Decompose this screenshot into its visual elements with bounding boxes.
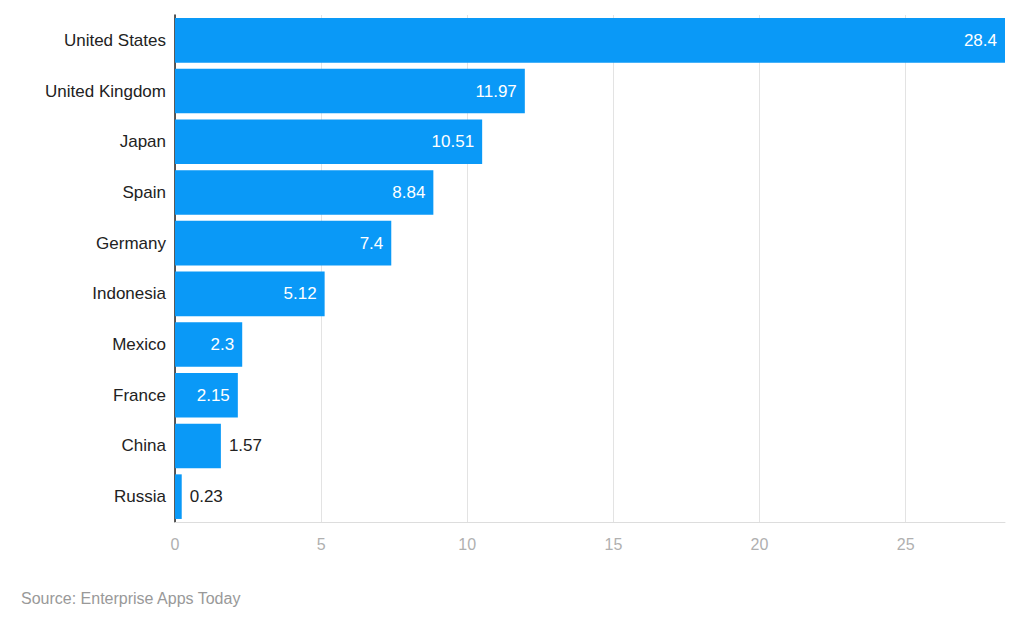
svg-text:5: 5 (317, 536, 326, 553)
svg-text:Germany: Germany (96, 234, 166, 253)
svg-text:United Kingdom: United Kingdom (45, 82, 166, 101)
svg-text:28.4: 28.4 (964, 31, 997, 50)
svg-text:15: 15 (604, 536, 622, 553)
svg-text:France: France (113, 386, 166, 405)
svg-text:5.12: 5.12 (284, 284, 317, 303)
svg-text:Russia: Russia (114, 487, 167, 506)
svg-text:Mexico: Mexico (112, 335, 166, 354)
svg-text:8.84: 8.84 (392, 183, 425, 202)
svg-text:0.23: 0.23 (190, 487, 223, 506)
svg-text:1.57: 1.57 (229, 436, 262, 455)
svg-text:United States: United States (64, 31, 166, 50)
svg-text:7.4: 7.4 (360, 234, 384, 253)
svg-text:10.51: 10.51 (432, 132, 475, 151)
svg-text:Source: Enterprise Apps Today: Source: Enterprise Apps Today (21, 590, 240, 607)
svg-text:Indonesia: Indonesia (92, 284, 166, 303)
svg-text:10: 10 (458, 536, 476, 553)
svg-text:2.3: 2.3 (211, 335, 235, 354)
svg-text:China: China (122, 436, 167, 455)
svg-text:2.15: 2.15 (197, 386, 230, 405)
svg-text:0: 0 (171, 536, 180, 553)
svg-text:20: 20 (751, 536, 769, 553)
svg-text:Japan: Japan (120, 132, 166, 151)
svg-text:25: 25 (897, 536, 915, 553)
svg-text:Spain: Spain (123, 183, 166, 202)
svg-text:11.97: 11.97 (476, 82, 517, 101)
